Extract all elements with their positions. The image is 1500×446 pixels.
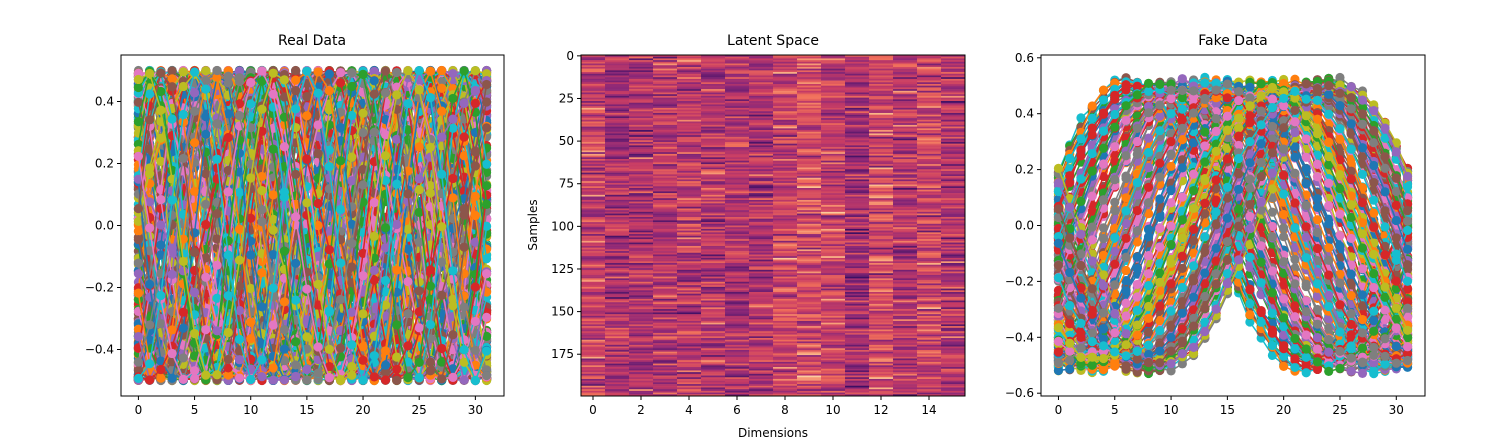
series-point bbox=[291, 65, 301, 76]
series-point bbox=[403, 317, 413, 327]
real-data-panel: Real Data 0 5 10 15 20 25 30−0.4−0.20.00.20.4 bbox=[85, 33, 505, 417]
real-data-title: Real Data bbox=[278, 33, 346, 49]
real-data-plot-area bbox=[133, 65, 492, 386]
